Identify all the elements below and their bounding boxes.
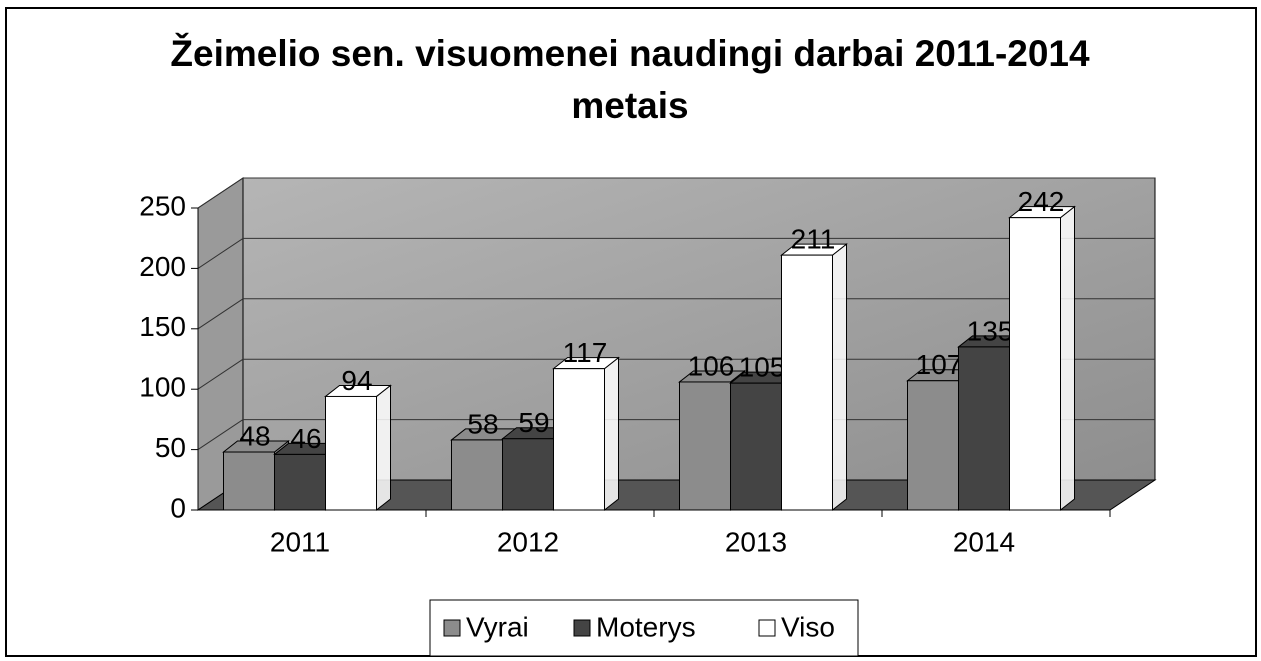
legend-box (429, 599, 859, 657)
grid-line-side (197, 358, 244, 390)
x-tick-label: 2013 (725, 526, 787, 557)
legend-swatch (443, 619, 461, 637)
grid-line-side (197, 237, 244, 269)
y-tick-label: 50 (155, 432, 186, 463)
bar (502, 438, 554, 511)
data-label: 46 (290, 423, 321, 454)
bar (679, 381, 731, 511)
bar (730, 382, 782, 511)
bar (958, 346, 1010, 511)
legend-label: Vyrai (466, 611, 529, 642)
y-tick-label: 200 (139, 251, 186, 282)
bar (274, 453, 326, 511)
legend-swatch (573, 619, 591, 637)
data-label: 211 (791, 224, 836, 255)
bar (1009, 217, 1061, 511)
bar (325, 395, 377, 511)
y-tick-label: 0 (170, 492, 186, 523)
x-tick-label: 2014 (953, 526, 1015, 557)
chart-title: Žeimelio sen. visuomenei naudingi darbai… (170, 33, 1090, 126)
data-label: 59 (518, 407, 549, 438)
data-label: 135 (967, 315, 1014, 346)
grid-line-side (197, 298, 244, 330)
bar (451, 439, 503, 511)
bar (223, 451, 275, 511)
bar (907, 380, 959, 511)
y-tick-label: 100 (139, 372, 186, 403)
bar-side (604, 356, 619, 512)
x-tick-label: 2011 (270, 526, 330, 557)
data-label: 105 (739, 352, 786, 383)
grid-line-side (197, 177, 244, 209)
data-label: 107 (916, 349, 963, 380)
data-label: 48 (239, 420, 270, 451)
bar (781, 254, 833, 511)
data-label: 117 (563, 337, 608, 368)
bar (553, 368, 605, 511)
bar-side (376, 384, 391, 512)
data-label: 242 (1018, 186, 1065, 217)
data-label: 106 (688, 350, 735, 381)
legend-label: Moterys (596, 611, 696, 642)
y-tick-label: 250 (139, 190, 186, 221)
data-label: 58 (467, 408, 498, 439)
bar-side (832, 243, 847, 512)
x-tick-label: 2012 (497, 526, 559, 557)
legend-swatch (758, 619, 776, 637)
grid-line-side (197, 419, 244, 451)
y-tick-label: 150 (139, 311, 186, 342)
data-label: 94 (341, 365, 372, 396)
bar-side (1060, 205, 1075, 512)
legend-label: Viso (781, 611, 835, 642)
